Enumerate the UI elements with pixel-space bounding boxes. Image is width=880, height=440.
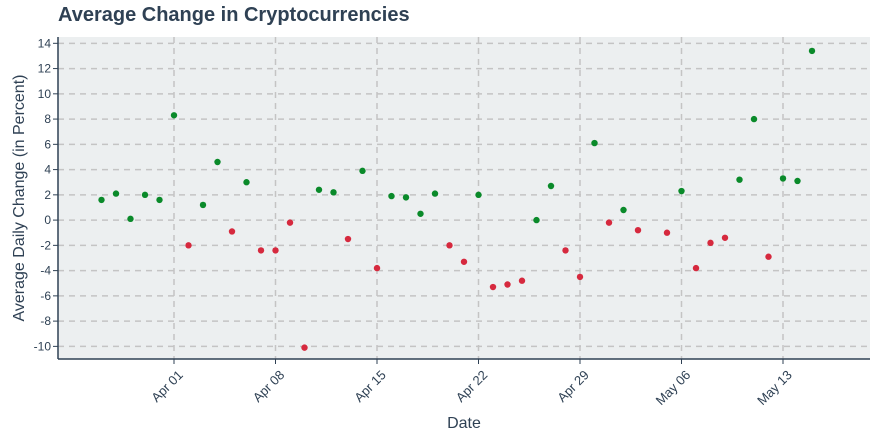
y-tick-label: -10 [34,339,52,353]
y-tick-label: 12 [38,62,52,76]
x-tick-label: Apr 01 [148,367,186,405]
y-tick-label: -2 [40,238,51,252]
data-point [112,190,120,197]
data-point [605,219,613,226]
y-tick-label: -6 [40,289,51,303]
x-tick-label: Apr 22 [453,367,491,405]
plot-background [58,37,870,359]
data-point [779,175,787,182]
data-point [504,281,511,288]
data-point [98,196,105,204]
y-tick-label: 6 [44,137,51,151]
x-tick-label: May 06 [653,367,694,408]
grid-lines [58,37,870,359]
data-point [214,158,221,166]
y-tick-label: 4 [44,163,51,177]
x-tick-label: Apr 15 [351,367,389,405]
data-point [373,264,381,272]
data-point [286,219,294,226]
data-point [533,216,540,224]
data-point [199,201,207,209]
data-point [301,344,308,351]
data-point [228,228,236,235]
data-point [591,139,598,147]
axes [53,37,870,364]
data-point [402,194,410,201]
data-point [446,242,453,249]
data-point [127,215,134,223]
data-point [417,210,424,217]
y-tick-label: 14 [38,36,52,50]
data-point [475,191,482,199]
data-point [707,239,714,247]
data-point [750,115,758,123]
x-axis-label: Date [447,415,481,432]
data-point [808,47,816,55]
data-point [431,190,439,197]
y-tick-label: 10 [38,87,52,101]
data-point [156,196,163,204]
data-point [562,247,569,254]
data-point [330,189,337,196]
x-tick-label: Apr 08 [250,367,288,405]
data-point [634,227,642,234]
data-points [98,47,816,351]
data-point [359,167,366,175]
data-point [315,186,323,193]
chart-title: Average Change in Cryptocurrencies [58,4,410,26]
y-tick-label: 8 [44,112,51,126]
data-point [243,179,250,186]
data-point [576,273,584,281]
data-point [547,182,555,190]
y-tick-label: 0 [44,213,51,227]
data-point [620,206,627,214]
data-point [170,112,178,119]
data-point [141,191,149,199]
data-point [692,264,700,272]
y-axis-label: Average Daily Change (in Percent) [11,75,28,322]
x-tick-label: May 13 [754,367,795,408]
y-tick-label: -4 [40,264,51,278]
data-point [678,187,685,195]
data-point [794,177,801,185]
data-point [736,176,743,183]
data-point [272,247,279,254]
data-point [257,247,265,254]
data-point [489,283,497,291]
data-point [388,192,395,200]
data-point [460,258,468,265]
y-tick-label: 2 [44,188,51,202]
data-point [185,242,192,249]
data-point [765,253,772,260]
data-point [518,277,526,284]
x-tick-label: Apr 29 [554,367,592,405]
data-point [344,235,352,243]
data-point [663,229,671,236]
y-tick-label: -8 [40,314,51,328]
data-point [721,234,729,241]
